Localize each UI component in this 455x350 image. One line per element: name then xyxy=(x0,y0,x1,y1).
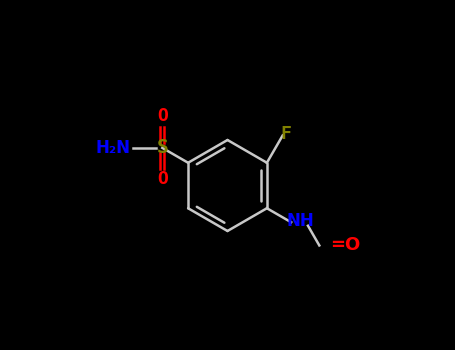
Text: =O: =O xyxy=(330,237,360,254)
Text: O: O xyxy=(157,107,168,125)
Text: NH: NH xyxy=(286,211,314,230)
Text: O: O xyxy=(157,170,168,188)
Text: S: S xyxy=(157,138,168,158)
Text: F: F xyxy=(280,125,291,143)
Text: H₂N: H₂N xyxy=(96,139,131,157)
